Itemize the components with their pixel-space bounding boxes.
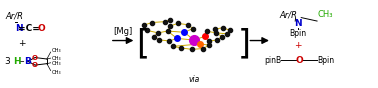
Text: Bpin: Bpin — [290, 29, 307, 38]
Text: CH₃: CH₃ — [51, 70, 61, 75]
Text: CH₃: CH₃ — [317, 10, 333, 19]
Text: ]: ] — [238, 27, 251, 61]
Text: Bpin: Bpin — [317, 56, 334, 65]
Text: pinB: pinB — [264, 56, 281, 65]
Text: O: O — [32, 55, 38, 61]
Text: N: N — [294, 19, 302, 28]
Text: 3: 3 — [5, 57, 10, 66]
Text: CH₃: CH₃ — [51, 61, 61, 66]
Text: [Mg]: [Mg] — [113, 27, 133, 36]
Text: +: + — [18, 40, 25, 48]
Text: CH₃: CH₃ — [51, 48, 61, 53]
Text: O: O — [296, 56, 303, 65]
Text: Ar/R: Ar/R — [279, 10, 297, 19]
Text: =C=: =C= — [18, 24, 40, 33]
Text: H: H — [13, 57, 20, 66]
Text: O: O — [37, 24, 45, 33]
Text: +: + — [294, 41, 302, 50]
Text: CH₃: CH₃ — [51, 56, 61, 62]
Text: –: – — [20, 57, 25, 66]
Text: Ar/R: Ar/R — [5, 12, 23, 21]
Text: N: N — [15, 24, 23, 33]
Text: via: via — [188, 75, 200, 84]
Text: B: B — [24, 57, 31, 66]
Text: O: O — [32, 62, 38, 68]
Text: [: [ — [136, 27, 150, 61]
